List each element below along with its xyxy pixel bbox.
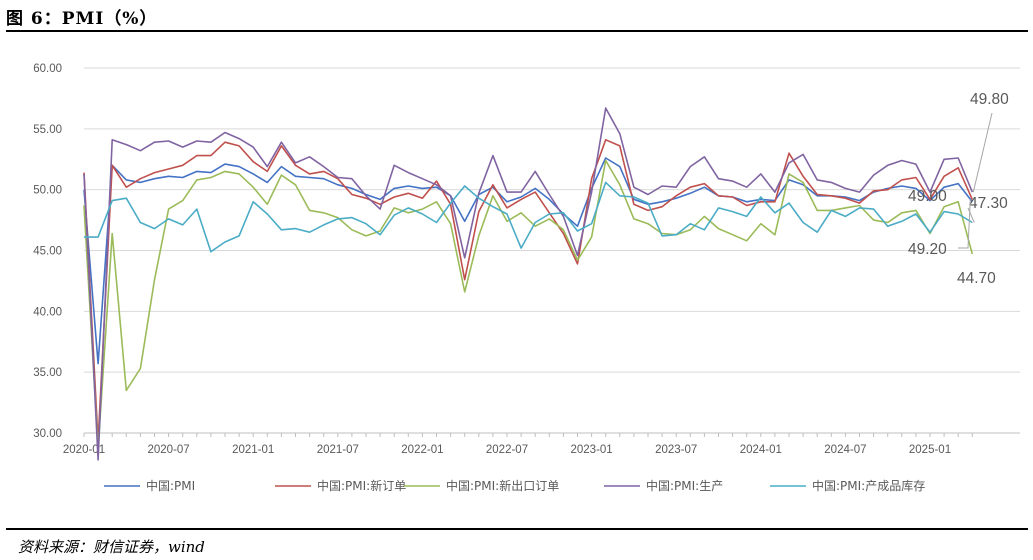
y-tick-label: 35.00 bbox=[33, 367, 62, 379]
series-lines bbox=[83, 107, 974, 461]
figure-title: 图 6：PMI（%） bbox=[6, 9, 158, 29]
axes: 30.00 35.00 40.00 45.00 50.00 55.00 60.00 2020-… bbox=[33, 63, 1020, 456]
y-tick-label: 50.00 bbox=[33, 185, 62, 197]
series-line-0 bbox=[83, 157, 973, 365]
annotation-leader bbox=[972, 112, 993, 193]
x-tick-label: 2024-01 bbox=[740, 444, 782, 456]
x-tick-label: 2020-01 bbox=[63, 444, 105, 456]
x-tick-label: 2021-07 bbox=[317, 444, 359, 456]
y-tick-label: 60.00 bbox=[33, 63, 62, 75]
annotation-label: 47.30 bbox=[969, 195, 1008, 212]
annotation-label: 44.70 bbox=[957, 270, 996, 287]
grid-lines bbox=[84, 67, 1020, 373]
series-line-4 bbox=[84, 181, 973, 253]
annotation-leader bbox=[958, 199, 971, 249]
x-tick-label: 2022-01 bbox=[401, 444, 443, 456]
legend-label: 中国:PMI:生产 bbox=[646, 478, 723, 493]
y-tick-label: 55.00 bbox=[33, 124, 62, 136]
legend-label: 中国:PMI:新出口订单 bbox=[446, 478, 559, 493]
annotation-leader bbox=[967, 207, 975, 223]
end-annotations: 49.80 49.00 47.30 49.20 44.70 bbox=[908, 91, 1009, 287]
y-tick-label: 40.00 bbox=[33, 306, 62, 318]
x-tick-label: 2022-07 bbox=[486, 444, 528, 456]
pmi-line-chart: 30.00 35.00 40.00 45.00 50.00 55.00 60.00 2020-… bbox=[33, 63, 1020, 493]
legend-label: 中国:PMI:新订单 bbox=[317, 478, 406, 493]
source-note: 资料来源：财信证券，wind bbox=[18, 538, 205, 556]
annotation-label: 49.00 bbox=[908, 188, 947, 205]
series-line-2 bbox=[83, 159, 974, 450]
legend-label: 中国:PMI bbox=[146, 478, 195, 493]
y-tick-label: 30.00 bbox=[33, 428, 62, 440]
title-rule bbox=[6, 30, 1028, 32]
x-tick-label: 2023-01 bbox=[570, 444, 612, 456]
series-line-1 bbox=[83, 139, 974, 443]
x-tick-label: 2020-07 bbox=[147, 444, 189, 456]
legend: 中国:PMI 中国:PMI:新订单 中国:PMI:新出口订单 中国:PMI:生产 中国:… bbox=[104, 478, 925, 493]
series-line-3 bbox=[83, 107, 974, 461]
x-tick-label: 2025-01 bbox=[909, 444, 951, 456]
x-tick-label: 2023-07 bbox=[655, 444, 697, 456]
x-tick-label: 2021-01 bbox=[232, 444, 274, 456]
source-rule bbox=[6, 528, 1028, 530]
annotation-label: 49.80 bbox=[970, 91, 1009, 108]
annotation-label: 49.20 bbox=[908, 241, 947, 258]
x-tick-label: 2024-07 bbox=[824, 444, 866, 456]
legend-label: 中国:PMI:产成品库存 bbox=[812, 478, 925, 493]
y-tick-label: 45.00 bbox=[33, 246, 62, 258]
